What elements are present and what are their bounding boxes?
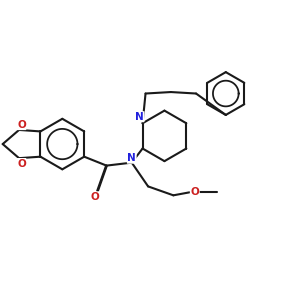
Text: N: N [135, 112, 144, 122]
Text: N: N [128, 153, 136, 163]
Text: O: O [90, 192, 99, 202]
Text: O: O [17, 120, 26, 130]
Text: O: O [190, 188, 199, 197]
Text: O: O [17, 158, 26, 169]
